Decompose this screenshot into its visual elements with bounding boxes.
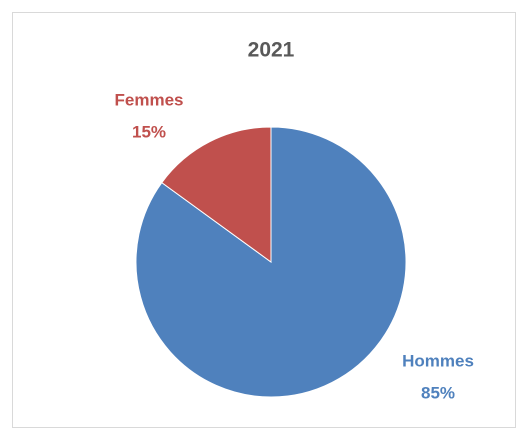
slice-label: Hommes [402,351,474,370]
slice-value-label: 85% [421,383,455,402]
slice-label: Femmes [115,90,184,109]
pie-slice [161,126,272,263]
chart-title: 2021 [248,39,295,62]
slice-value-label: 15% [132,122,166,141]
